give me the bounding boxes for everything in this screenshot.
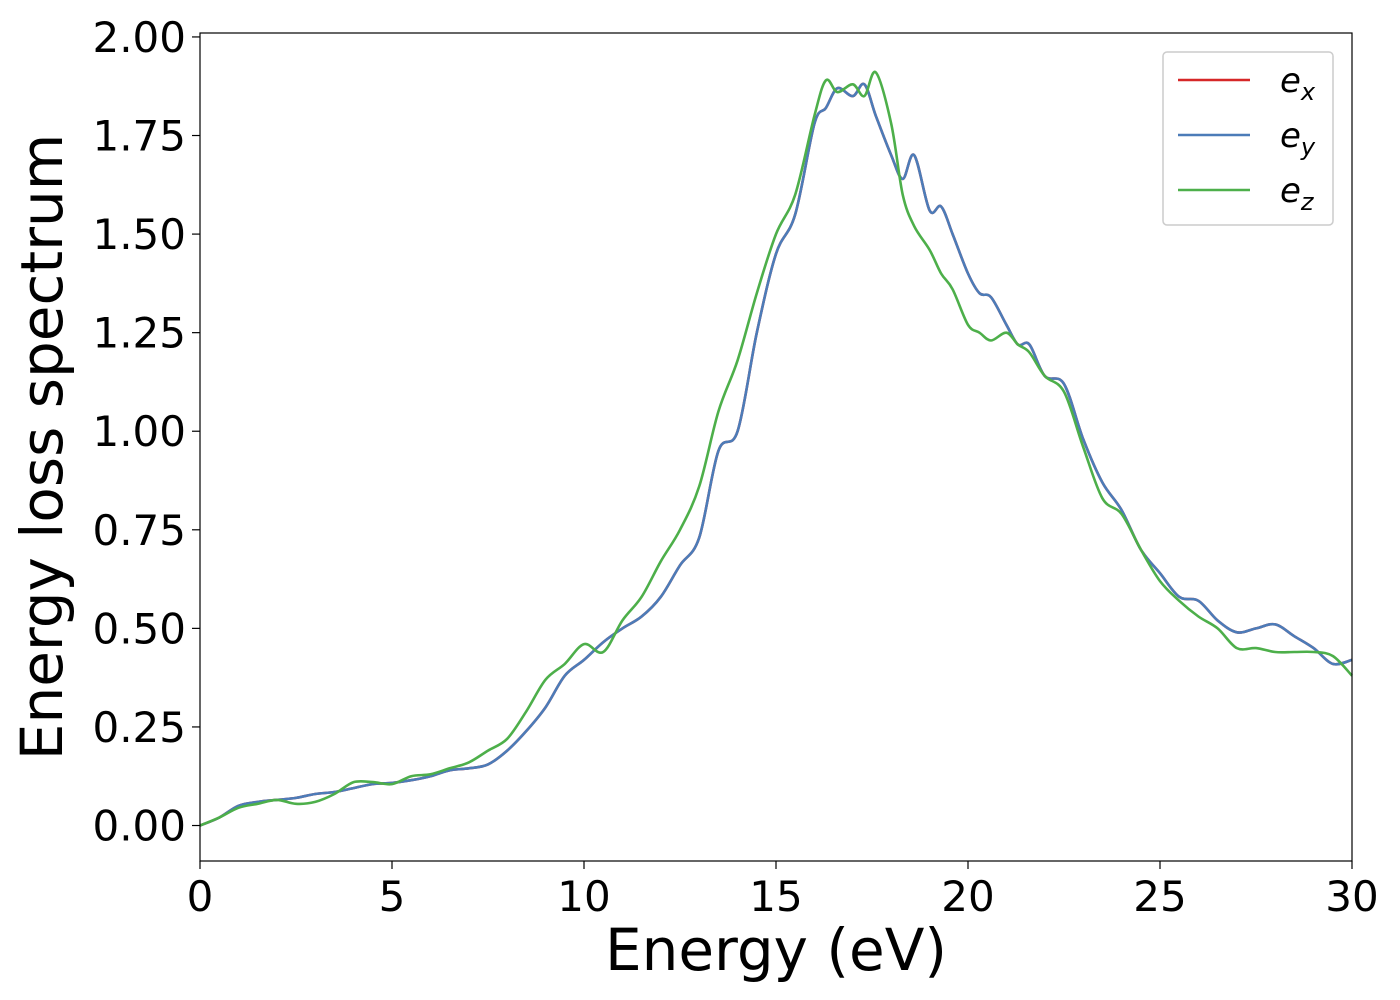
x-tick-label: 20 — [941, 872, 994, 921]
y-tick-label: 1.50 — [92, 210, 186, 259]
y-tick-label: 0.00 — [92, 802, 186, 851]
x-axis-ticks: 0 5 10 15 20 25 30 — [187, 861, 1379, 921]
legend-label-y: ey — [1280, 116, 1316, 161]
series-line-z — [199, 70, 1353, 827]
y-tick-label: 0.25 — [92, 703, 186, 752]
x-tick-label: 30 — [1325, 872, 1378, 921]
y-tick-label: 1.00 — [92, 407, 186, 456]
x-tick-label: 25 — [1133, 872, 1186, 921]
x-tick-label: 5 — [379, 872, 406, 921]
y-tick-label: 1.25 — [92, 309, 186, 358]
x-axis-title: Energy (eV) — [605, 916, 947, 984]
y-tick-label: 0.50 — [92, 604, 186, 653]
y-tick-label: 0.75 — [92, 506, 186, 555]
series-layer — [199, 70, 1353, 827]
y-axis-ticks: 0.00 0.25 0.50 0.75 1.00 1.25 1.50 1.75 2.00 — [92, 13, 200, 851]
y-tick-label: 1.75 — [92, 112, 186, 161]
plot-background — [200, 33, 1352, 861]
y-tick-label: 2.00 — [92, 13, 186, 62]
x-tick-label: 10 — [557, 872, 610, 921]
x-tick-label: 0 — [187, 872, 214, 921]
y-axis-title: Energy loss spectrum — [8, 134, 76, 760]
legend-box — [1162, 51, 1334, 226]
x-tick-label: 15 — [749, 872, 802, 921]
